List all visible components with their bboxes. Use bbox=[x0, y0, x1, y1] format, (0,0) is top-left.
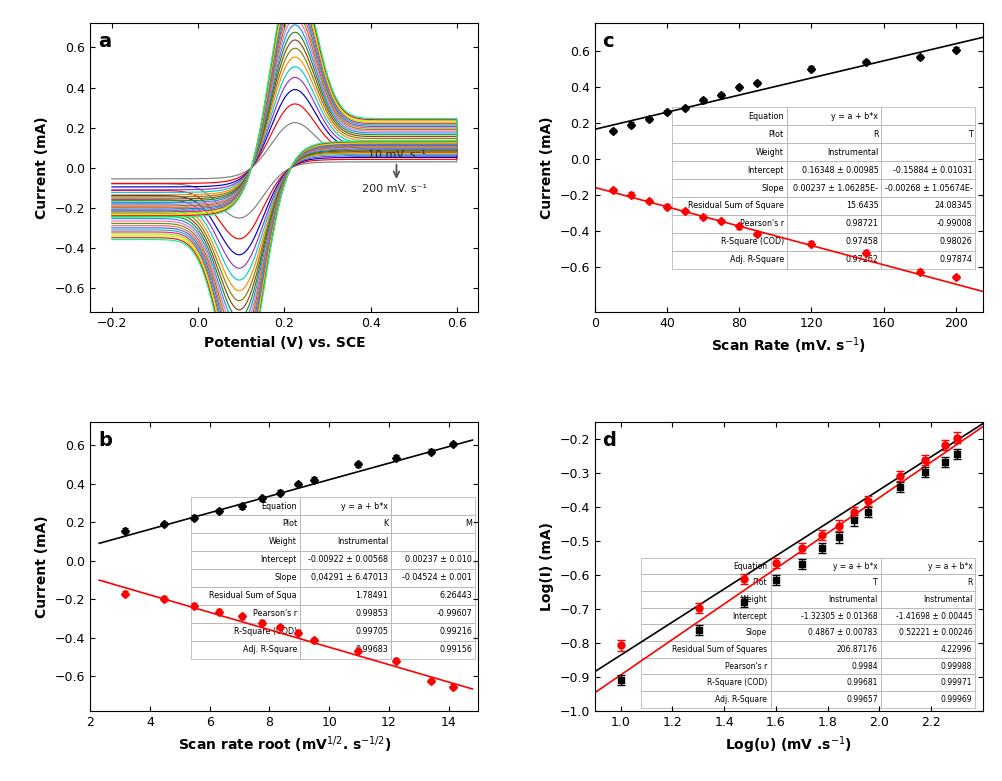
Text: a: a bbox=[98, 32, 111, 51]
Y-axis label: Current (mA): Current (mA) bbox=[539, 116, 553, 219]
Y-axis label: Current (mA): Current (mA) bbox=[35, 116, 49, 219]
Text: b: b bbox=[98, 430, 112, 450]
Text: c: c bbox=[602, 32, 613, 51]
Text: 10 mV. s⁻¹: 10 mV. s⁻¹ bbox=[368, 150, 426, 160]
Y-axis label: Log(I) (mA): Log(I) (mA) bbox=[539, 522, 553, 611]
X-axis label: Potential (V) vs. SCE: Potential (V) vs. SCE bbox=[203, 336, 365, 350]
Text: d: d bbox=[602, 430, 616, 450]
X-axis label: Scan Rate (mV. s$^{-1}$): Scan Rate (mV. s$^{-1}$) bbox=[710, 336, 866, 356]
X-axis label: Scan rate root (mV$^{1/2}$. s$^{-1/2}$): Scan rate root (mV$^{1/2}$. s$^{-1/2}$) bbox=[177, 734, 391, 754]
Y-axis label: Current (mA): Current (mA) bbox=[35, 515, 49, 618]
X-axis label: Log(υ) (mV .s$^{-1}$): Log(υ) (mV .s$^{-1}$) bbox=[724, 734, 852, 756]
Text: 200 mV. s⁻¹: 200 mV. s⁻¹ bbox=[362, 184, 427, 194]
